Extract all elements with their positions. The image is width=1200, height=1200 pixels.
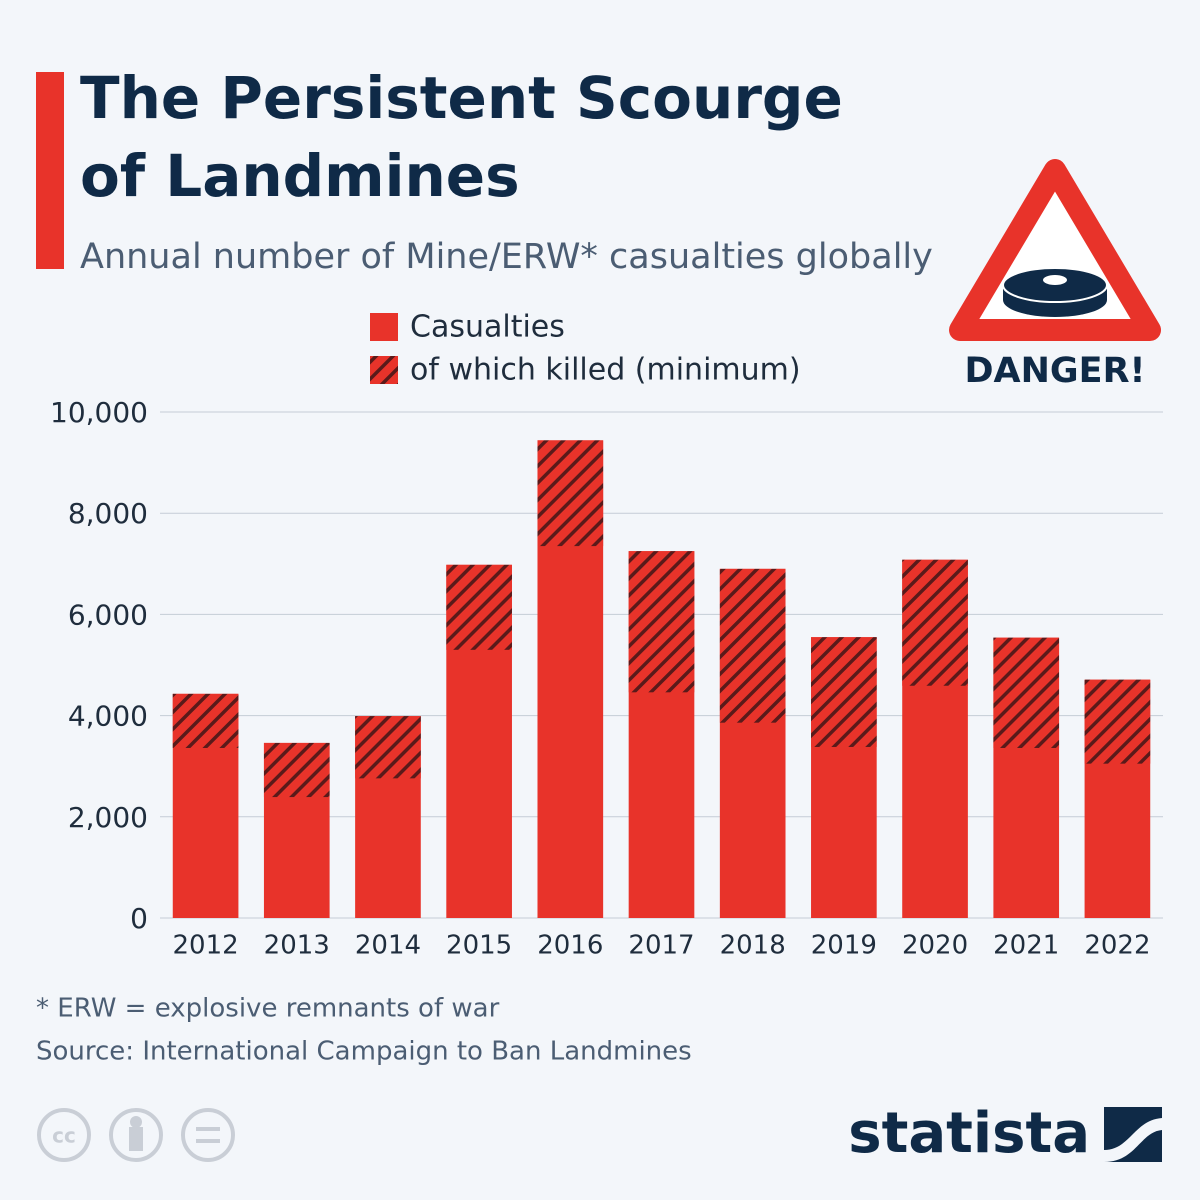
- x-tick-label: 2021: [993, 931, 1059, 961]
- bar-killed: [993, 637, 1060, 748]
- legend-swatch: [370, 313, 398, 341]
- accent-bar: [36, 72, 64, 269]
- bar-killed: [1084, 679, 1151, 764]
- x-tick-label: 2014: [355, 931, 421, 961]
- brand: statista: [848, 1101, 1090, 1166]
- bar-killed: [537, 440, 604, 547]
- mine-trigger: [1043, 275, 1067, 285]
- y-tick-label: 0: [130, 902, 148, 935]
- y-tick-label: 8,000: [68, 497, 148, 530]
- y-tick-label: 4,000: [68, 700, 148, 733]
- bar-killed: [628, 551, 695, 693]
- x-tick-label: 2013: [264, 931, 330, 961]
- x-tick-label: 2012: [173, 931, 239, 961]
- bar-killed: [446, 564, 512, 650]
- chart-title: The Persistent Scourge of Landmines: [80, 64, 843, 210]
- nd-icon: [181, 1108, 235, 1162]
- x-tick-label: 2018: [720, 931, 786, 961]
- license-icons: cc: [37, 1108, 235, 1162]
- y-tick-label: 2,000: [68, 801, 148, 834]
- legend-swatch: [370, 356, 398, 384]
- danger-label: DANGER!: [965, 351, 1146, 391]
- cc-icon: [37, 1108, 91, 1162]
- bar-killed: [719, 568, 786, 723]
- danger-sign: DANGER!: [949, 159, 1161, 391]
- x-tick-label: 2020: [902, 931, 968, 961]
- bar-killed: [172, 693, 239, 748]
- x-tick-label: 2015: [446, 931, 512, 961]
- bar-killed: [902, 559, 968, 686]
- x-tick-label: 2022: [1084, 931, 1150, 961]
- bar-killed: [263, 742, 330, 798]
- by-head: [130, 1116, 142, 1128]
- chart-subtitle: Annual number of Mine/ERW* casualties gl…: [80, 237, 933, 277]
- brand-logo: [1104, 1107, 1162, 1162]
- legend-label: of which killed (minimum): [410, 353, 801, 388]
- x-tick-label: 2019: [811, 931, 877, 961]
- source: Source: International Campaign to Ban La…: [36, 1037, 692, 1067]
- x-tick-label: 2016: [537, 931, 603, 961]
- x-tick-label: 2017: [628, 931, 694, 961]
- footnote: * ERW = explosive remnants of war: [36, 994, 500, 1024]
- logo-swoosh: [1104, 1118, 1162, 1162]
- legend-label: Casualties: [410, 310, 565, 345]
- bar-killed: [355, 716, 421, 779]
- by-icon: [109, 1108, 163, 1162]
- bar-killed: [811, 637, 877, 747]
- cc-glyph: cc: [52, 1124, 76, 1148]
- by-body: [129, 1127, 143, 1151]
- y-tick-label: 6,000: [68, 598, 148, 631]
- y-tick-label: 10,000: [50, 396, 148, 429]
